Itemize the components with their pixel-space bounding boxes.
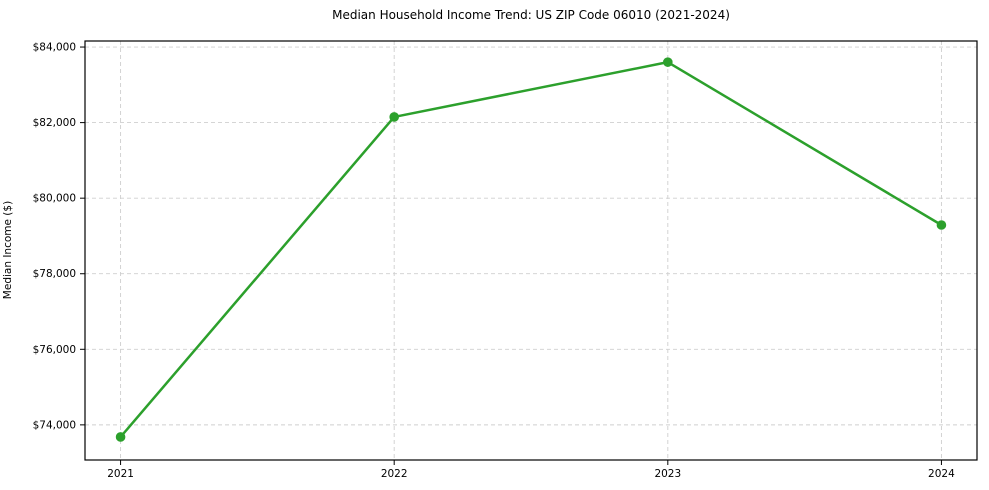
data-point-2024 (936, 220, 947, 230)
data-point-2022 (389, 112, 399, 122)
y-axis-label: Median Income ($) (2, 200, 14, 300)
y-tick-label: $84,000 (33, 42, 76, 54)
y-tick-label: $82,000 (33, 117, 76, 129)
x-tick-label: 2024 (928, 468, 955, 480)
y-tick-label: $76,000 (33, 344, 76, 356)
data-point-2021 (115, 432, 126, 442)
x-tick-label: 2022 (381, 468, 408, 480)
y-tick-label: $78,000 (33, 268, 76, 280)
x-tick-label: 2021 (107, 468, 134, 480)
income-trend-line (119, 60, 943, 439)
plot-area-border (84, 40, 978, 461)
y-tick-label: $80,000 (33, 193, 76, 205)
data-point-2023 (663, 57, 673, 67)
x-tick-label: 2023 (654, 468, 681, 480)
chart-title: Median Household Income Trend: US ZIP Co… (332, 8, 730, 22)
y-tick-label: $74,000 (33, 419, 76, 431)
